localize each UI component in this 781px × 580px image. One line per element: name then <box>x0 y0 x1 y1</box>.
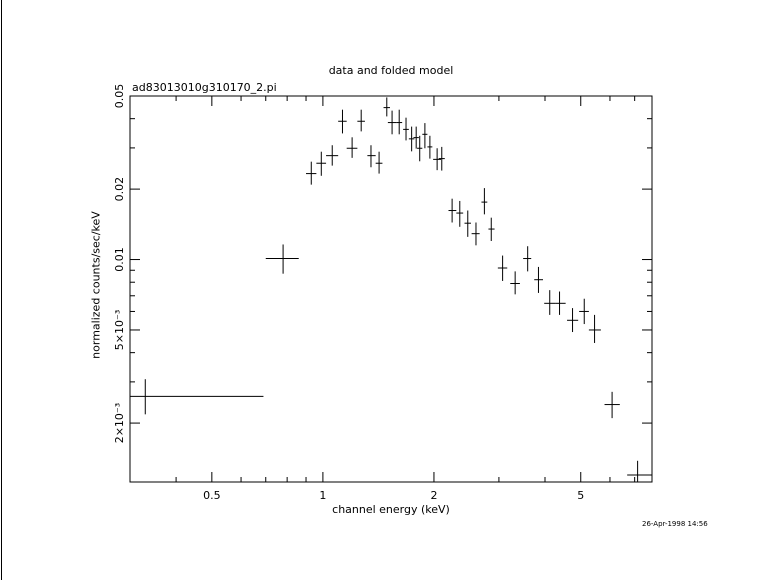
plot-frame <box>129 95 653 483</box>
x-tick-label: 0.5 <box>203 489 221 502</box>
data-point <box>408 126 415 152</box>
data-point <box>579 298 589 325</box>
data-point <box>375 151 383 174</box>
y-tick-label: 2×10⁻³ <box>113 403 126 443</box>
data-point <box>326 145 339 166</box>
data-point <box>396 109 403 135</box>
data-point <box>481 188 488 215</box>
chart-subtitle: ad83013010g310170_2.pi <box>132 81 277 94</box>
chart-title: data and folded model <box>328 64 454 77</box>
data-point <box>338 109 347 134</box>
data-point <box>534 266 543 293</box>
data-point <box>471 222 480 246</box>
data-point <box>438 146 445 171</box>
data-point <box>464 210 471 237</box>
axis-ticks <box>129 95 652 482</box>
data-point <box>497 255 508 281</box>
data-point <box>306 161 317 185</box>
data-point <box>130 379 264 415</box>
timestamp: 26-Apr-1998 14:56 <box>642 520 708 528</box>
y-tick-label: 0.02 <box>113 177 126 202</box>
data-point <box>427 135 433 159</box>
data-point <box>627 460 652 482</box>
axis-tick-labels: 0.5 1 2 5 2×10⁻³ 5×10⁻³ 0.01 0.02 0.05 <box>113 84 584 502</box>
window-edge <box>1 0 2 580</box>
data-point <box>448 198 457 223</box>
data-point <box>488 217 495 242</box>
x-tick-label: 2 <box>430 489 437 502</box>
data-point <box>346 137 358 158</box>
y-tick-label: 5×10⁻³ <box>113 310 126 350</box>
data-point <box>417 135 423 162</box>
data-point <box>544 290 556 315</box>
data-point <box>367 145 376 168</box>
data-point <box>555 291 566 315</box>
data-point <box>510 271 520 295</box>
data-points <box>130 97 652 482</box>
x-tick-label: 5 <box>577 489 584 502</box>
data-point <box>387 110 397 135</box>
data-point <box>316 151 327 176</box>
data-point <box>422 123 428 149</box>
data-point <box>413 126 419 149</box>
data-point <box>456 200 464 227</box>
y-axis-label: normalized counts/sec/keV <box>89 211 103 359</box>
data-point <box>357 109 365 132</box>
data-point <box>433 148 441 171</box>
data-point <box>567 308 579 333</box>
data-point <box>265 244 299 274</box>
data-point <box>383 97 390 117</box>
data-point <box>588 314 601 343</box>
y-tick-label: 0.01 <box>113 247 126 272</box>
y-tick-label: 0.05 <box>113 84 126 109</box>
data-point <box>403 117 409 141</box>
data-point <box>523 246 532 272</box>
x-tick-label: 1 <box>319 489 326 502</box>
x-axis-label: channel energy (keV) <box>332 503 450 516</box>
data-point <box>604 391 620 419</box>
